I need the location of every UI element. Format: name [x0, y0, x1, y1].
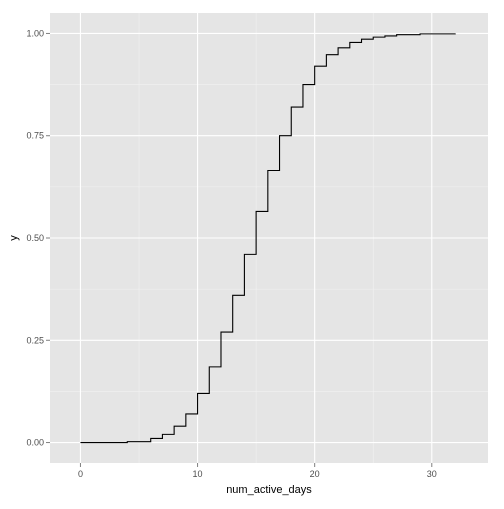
x-tick-label: 10 [193, 469, 203, 479]
y-tick-label: 0.75 [26, 131, 44, 141]
y-axis-ticks: 0.00 0.25 0.50 0.75 1.00 [26, 28, 50, 448]
x-tick-label: 20 [310, 469, 320, 479]
ecdf-step-line [80, 33, 456, 444]
y-tick-label: 0.00 [26, 438, 44, 448]
x-tick-label: 30 [427, 469, 437, 479]
x-axis-ticks: 0 10 20 30 [78, 463, 437, 479]
y-tick-label: 0.50 [26, 233, 44, 243]
x-axis-title: num_active_days [226, 484, 312, 496]
x-tick-label: 0 [78, 469, 83, 479]
y-axis-title: y [8, 235, 20, 241]
major-gridlines [50, 13, 488, 463]
y-tick-label: 1.00 [26, 28, 44, 38]
y-tick-label: 0.25 [26, 335, 44, 345]
